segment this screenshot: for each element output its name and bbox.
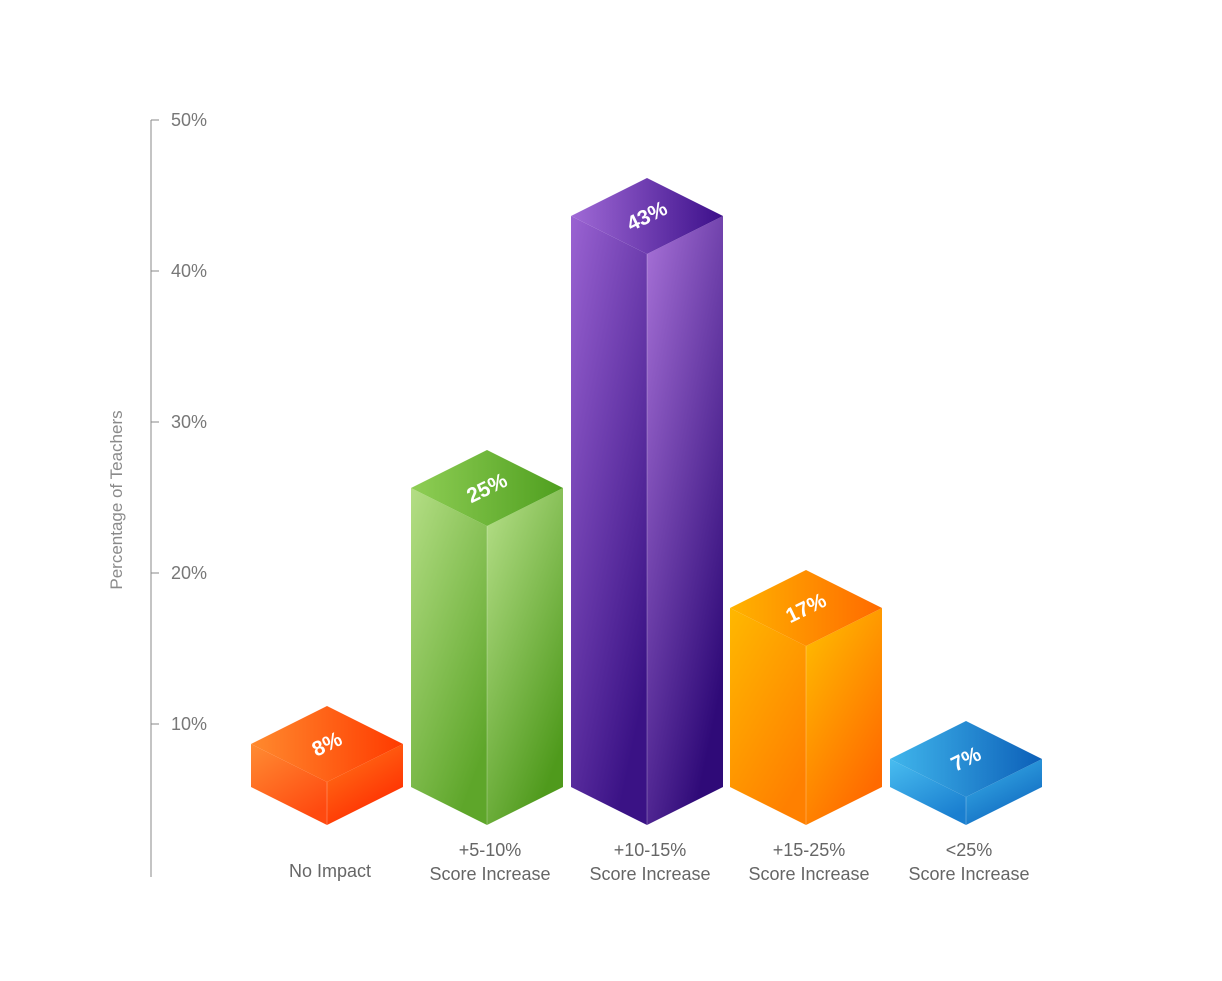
bar: 8% (251, 706, 403, 825)
bar-left-face (890, 759, 966, 825)
y-axis-title-group: Percentage of Teachers (107, 410, 126, 589)
y-tick-label: 50% (171, 110, 207, 130)
bar-right-face (487, 488, 563, 825)
bar-right-face (966, 759, 1042, 825)
y-axis: 10% 20% 30% 40% 50% (150, 110, 207, 877)
category-label: No Impact (289, 861, 371, 881)
bar: 25% (411, 450, 563, 825)
bar-right-face (327, 744, 403, 825)
category-label: Score Increase (589, 864, 710, 884)
category-label: +10-15% (614, 840, 687, 860)
bar: 7% (890, 721, 1042, 825)
bar: 17% (730, 570, 882, 825)
category-label: Score Increase (748, 864, 869, 884)
bar-top-face (571, 178, 723, 254)
y-tick-label: 40% (171, 261, 207, 281)
bar-left-face (251, 744, 327, 825)
bar-right-face (806, 608, 882, 825)
category-label: Score Increase (429, 864, 550, 884)
y-tick-label: 20% (171, 563, 207, 583)
category-label: +5-10% (459, 840, 522, 860)
bar-left-face (571, 216, 647, 825)
y-tick-label: 30% (171, 412, 207, 432)
category-label: <25% (946, 840, 993, 860)
bars: 8%25%43%17%7% (251, 178, 1042, 825)
bar-top-face (730, 570, 882, 646)
y-axis-title: Percentage of Teachers (107, 410, 126, 589)
bar-left-face (411, 488, 487, 825)
category-label: Score Increase (908, 864, 1029, 884)
category-label: +15-25% (773, 840, 846, 860)
bar-top-face (411, 450, 563, 526)
bar-top-face (890, 721, 1042, 797)
bar-top-face (251, 706, 403, 782)
category-labels: No Impact +5-10% Score Increase +10-15% Scor… (289, 840, 1030, 884)
bar: 43% (571, 178, 723, 825)
bar-right-face (647, 216, 723, 825)
y-tick-label: 10% (171, 714, 207, 734)
bar-left-face (730, 608, 806, 825)
